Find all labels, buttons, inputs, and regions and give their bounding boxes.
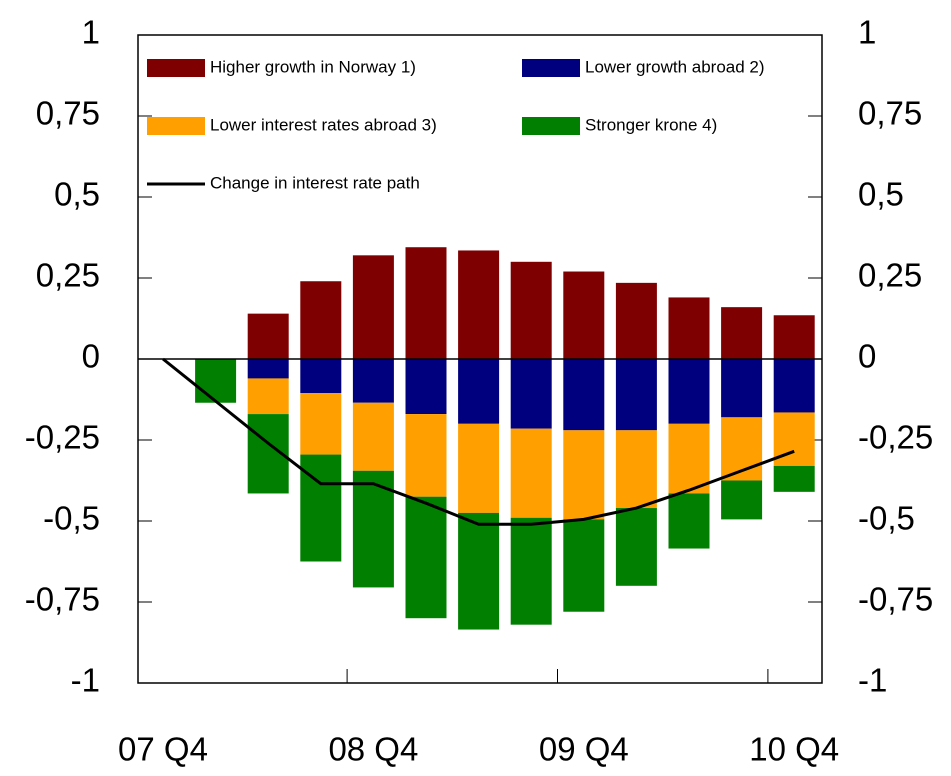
y-tick-label: -1	[71, 662, 100, 699]
bar	[773, 315, 815, 359]
bar	[300, 359, 342, 394]
bar	[458, 250, 500, 359]
y-tick-label: 0,5	[54, 176, 100, 213]
y2-tick-label: 0,5	[858, 176, 904, 213]
legend-label: Lower interest rates abroad 3)	[210, 115, 437, 134]
legend-swatch	[522, 59, 580, 77]
bar	[352, 402, 394, 471]
y-tick-label: 0	[82, 338, 100, 375]
y2-tick-label: -0,75	[858, 581, 933, 618]
bar	[247, 359, 289, 379]
y-tick-label: 0,25	[36, 257, 100, 294]
bar	[352, 255, 394, 359]
bar	[563, 271, 605, 359]
y-tick-label: 0,75	[36, 95, 100, 132]
y2-tick-label: -0,5	[858, 500, 915, 537]
bar	[510, 359, 552, 429]
bar	[405, 359, 447, 415]
bar	[405, 414, 447, 497]
bar	[563, 359, 605, 431]
bar	[615, 508, 657, 586]
bar	[668, 297, 710, 359]
y-tick-label: -0,75	[25, 581, 100, 618]
legend-label: Higher growth in Norway 1)	[210, 57, 416, 76]
bar	[668, 493, 710, 549]
x-tick-label: 09 Q4	[539, 731, 629, 768]
bar	[668, 423, 710, 494]
y-tick-label: 1	[82, 14, 100, 51]
bar	[247, 378, 289, 415]
bar	[458, 423, 500, 513]
y2-tick-label: -1	[858, 662, 887, 699]
bar	[721, 307, 763, 359]
y-tick-label: -0,25	[25, 419, 100, 456]
y2-tick-label: 0,75	[858, 95, 922, 132]
legend-label: Stronger krone 4)	[585, 115, 717, 134]
bar	[721, 359, 763, 418]
bar	[247, 313, 289, 359]
legend-label: Lower growth abroad 2)	[585, 57, 765, 76]
x-tick-label: 08 Q4	[328, 731, 418, 768]
bar	[458, 359, 500, 424]
y2-tick-label: 1	[858, 14, 876, 51]
line-series	[162, 357, 795, 526]
bar	[773, 359, 815, 413]
bar	[563, 519, 605, 612]
bar	[615, 282, 657, 359]
bar	[510, 261, 552, 359]
y2-tick-label: -0,25	[858, 419, 933, 456]
bar	[300, 393, 342, 455]
legend-swatch	[522, 117, 580, 135]
bar	[300, 454, 342, 562]
bar	[563, 430, 605, 520]
legend-swatch	[147, 117, 205, 135]
bar	[721, 480, 763, 520]
bar	[615, 430, 657, 509]
bar	[510, 517, 552, 625]
bar	[352, 359, 394, 403]
bar	[615, 359, 657, 431]
y2-tick-label: 0,25	[858, 257, 922, 294]
bar	[773, 465, 815, 492]
bar	[510, 428, 552, 518]
legend-swatch	[147, 59, 205, 77]
y2-tick-label: 0	[858, 338, 876, 375]
x-tick-label: 07 Q4	[118, 731, 208, 768]
legend-label: Change in interest rate path	[210, 173, 420, 192]
bar	[195, 359, 237, 403]
x-tick-label: 10 Q4	[749, 731, 839, 768]
bar	[668, 359, 710, 424]
bar	[300, 281, 342, 359]
bar	[405, 247, 447, 359]
bar	[405, 496, 447, 619]
y-tick-label: -0,5	[43, 500, 100, 537]
bar	[458, 512, 500, 630]
